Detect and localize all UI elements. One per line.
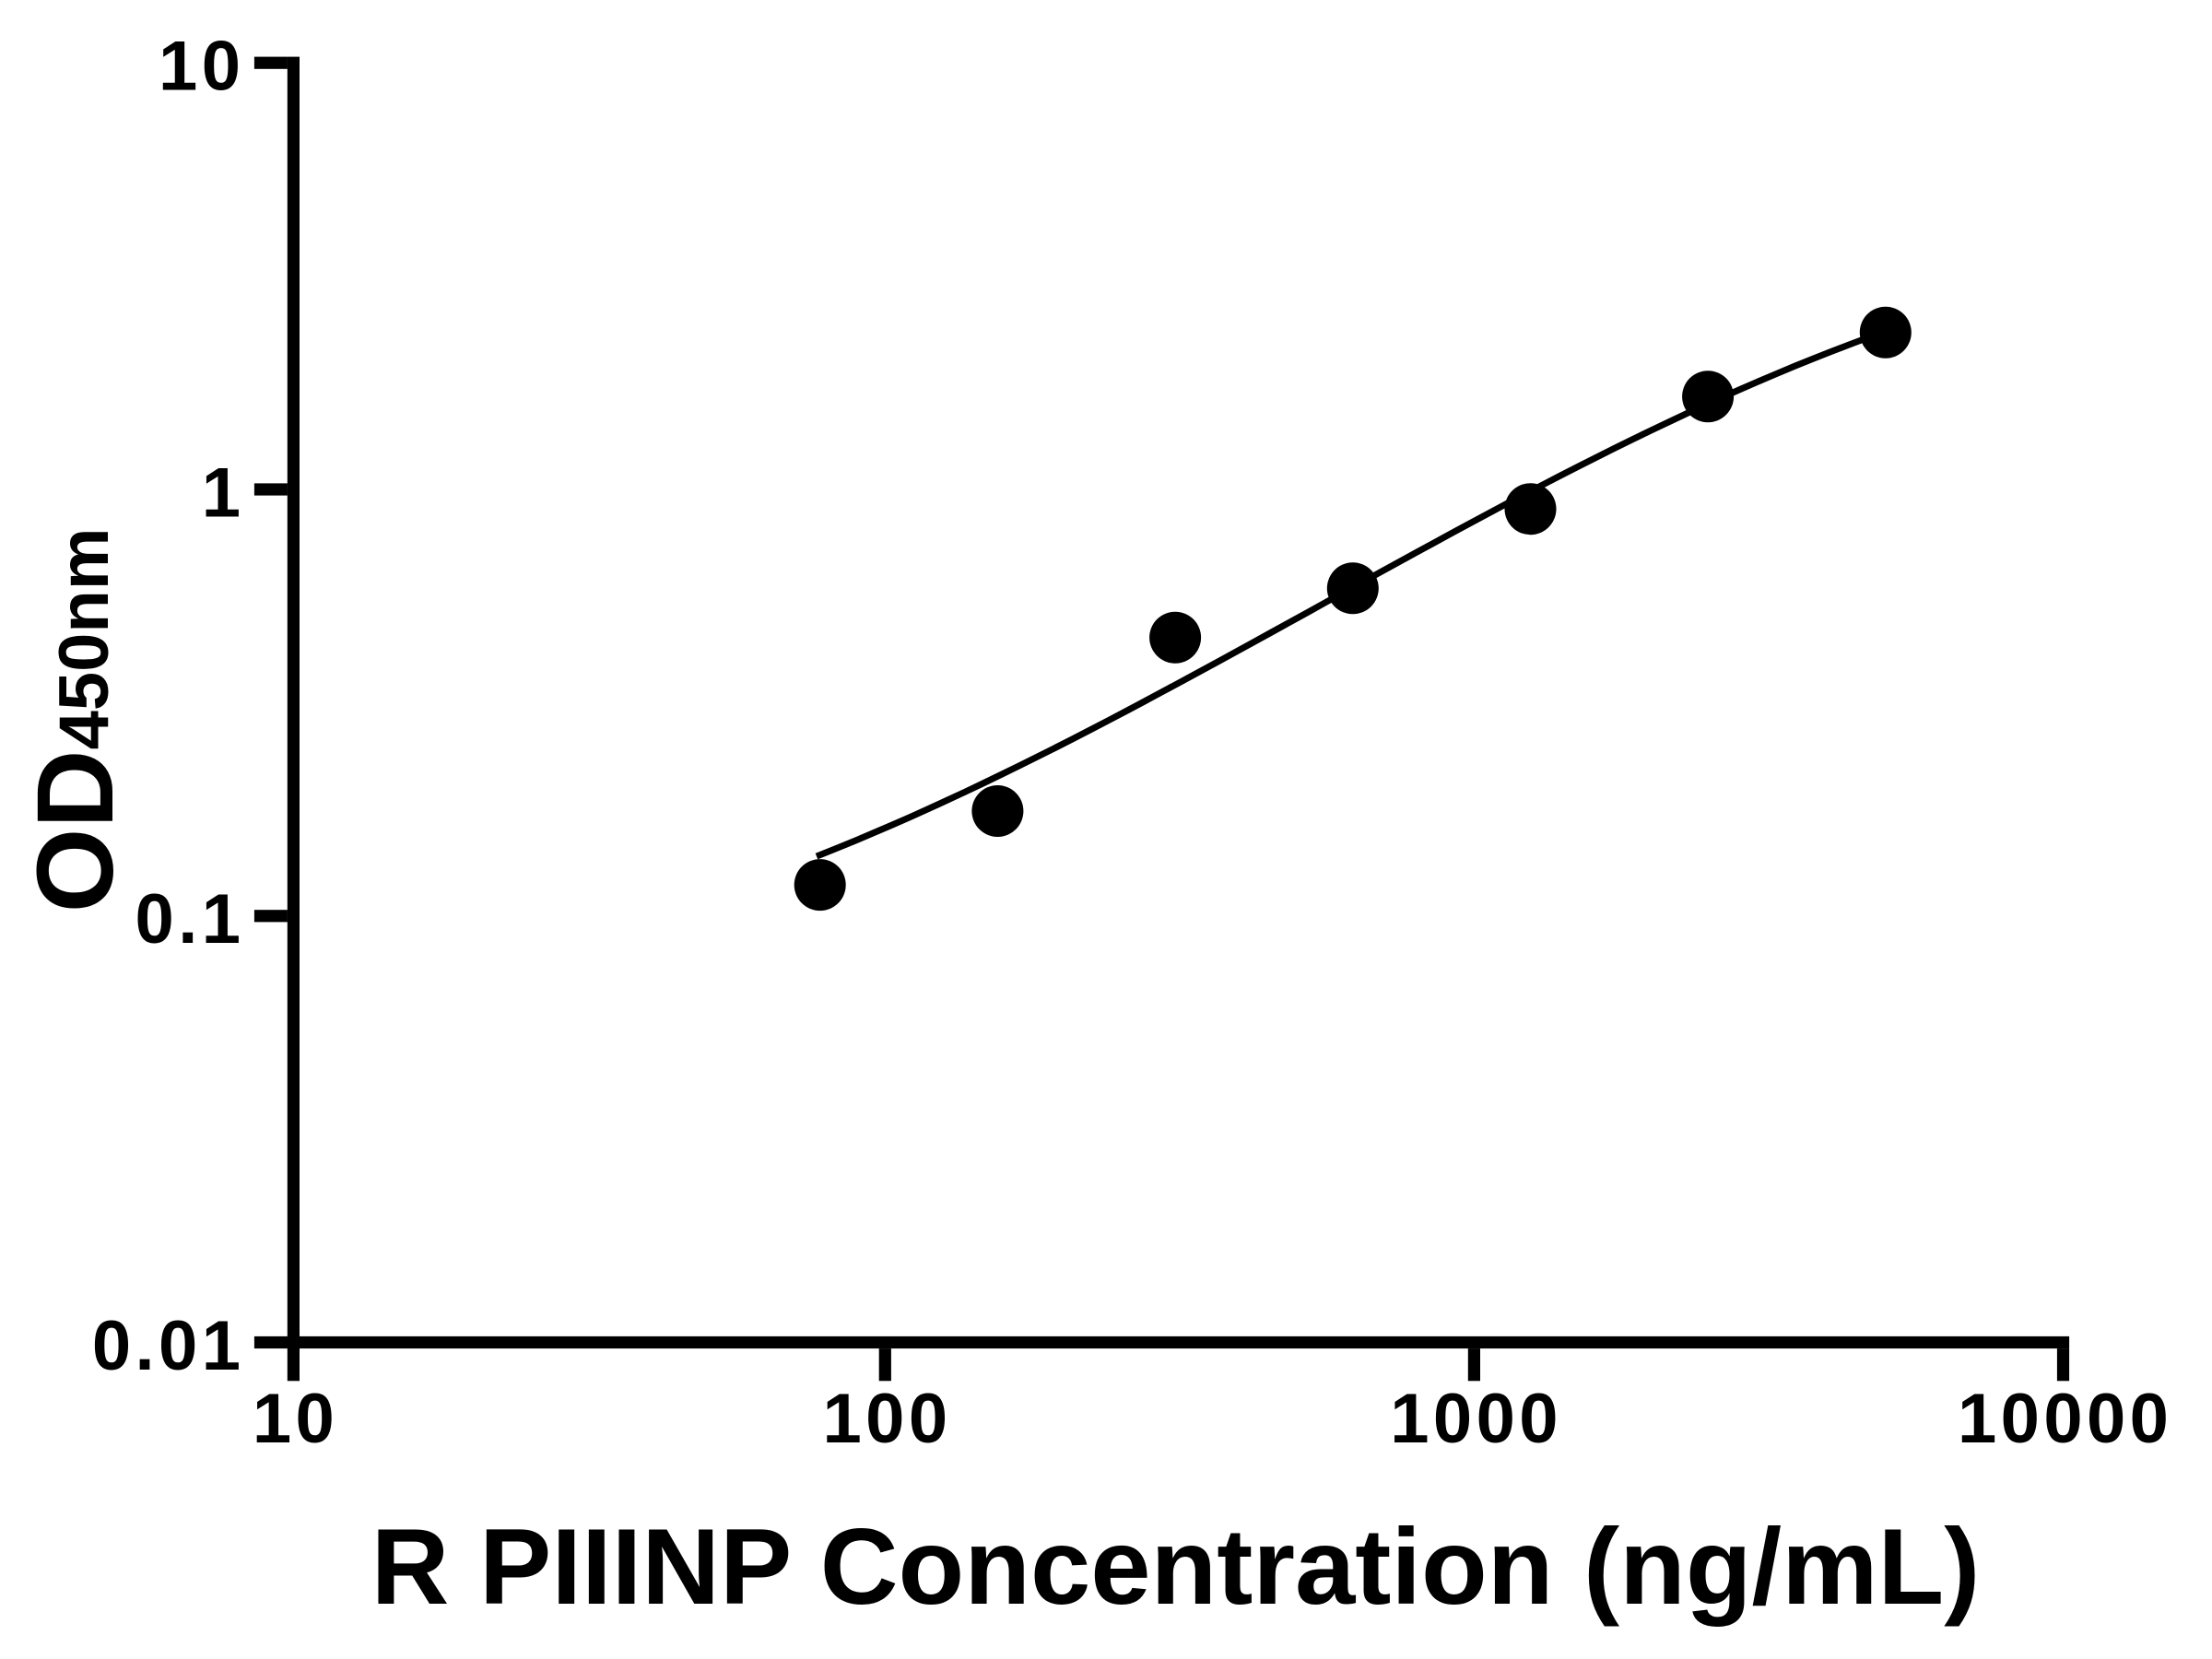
svg-text:100: 100	[822, 1380, 951, 1458]
svg-text:1: 1	[202, 453, 245, 532]
svg-text:0.1: 0.1	[135, 880, 245, 959]
svg-text:10: 10	[253, 1380, 338, 1458]
svg-text:1000: 1000	[1390, 1380, 1562, 1458]
svg-text:R PIIINP Concentration (ng/mL): R PIIINP Concentration (ng/mL)	[371, 1506, 1981, 1627]
svg-text:10000: 10000	[1958, 1380, 2172, 1458]
svg-text:0.01: 0.01	[92, 1307, 245, 1385]
svg-text:10: 10	[159, 28, 244, 106]
